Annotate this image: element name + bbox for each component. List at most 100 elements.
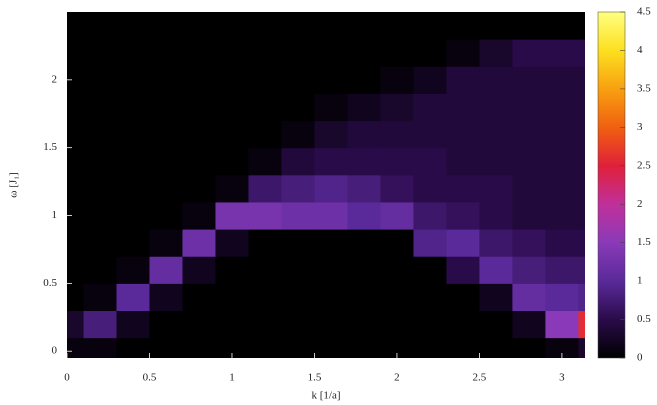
heat-cell: [149, 147, 183, 176]
heat-cell: [446, 147, 480, 176]
y-tick-label: 1: [52, 209, 58, 221]
colorbar-tick-label: 1.5: [637, 236, 651, 248]
heat-cell: [182, 256, 216, 284]
colorbar-tick-label: 3: [637, 121, 643, 133]
heat-cell: [149, 229, 183, 257]
y-tick-label: 1.5: [43, 141, 57, 153]
heat-cell: [446, 66, 480, 94]
heat-cell: [248, 66, 282, 94]
heat-cell: [149, 201, 183, 230]
heat-cell: [116, 174, 150, 203]
heat-cell: [380, 12, 414, 40]
heat-cell: [116, 120, 150, 149]
heat-cell: [67, 93, 84, 122]
heat-cell: [182, 283, 216, 312]
heat-cell: [413, 147, 447, 176]
heat-cell: [248, 120, 282, 149]
heat-cell: [413, 201, 447, 230]
heat-cell: [512, 12, 546, 40]
heat-cell: [479, 174, 513, 203]
heat-cell: [83, 229, 117, 257]
heat-cell: [512, 39, 546, 67]
heat-cell: [116, 39, 150, 67]
colorbar-tick-label: 4.5: [637, 6, 651, 18]
colorbar-tick-label: 4: [637, 44, 643, 56]
heat-cell: [578, 256, 585, 284]
heat-cell: [149, 120, 183, 149]
heat-cell: [281, 310, 315, 339]
heat-cell: [512, 66, 546, 94]
heat-cell: [314, 147, 348, 176]
heat-cell: [116, 256, 150, 284]
heat-cell: [578, 283, 585, 312]
heat-cell: [545, 174, 579, 203]
heat-cell: [281, 66, 315, 94]
heat-cell: [446, 201, 480, 230]
heat-cell: [347, 337, 381, 358]
heat-cell: [182, 174, 216, 203]
heat-cell: [67, 12, 84, 40]
heat-cell: [479, 337, 513, 358]
heat-cell: [314, 120, 348, 149]
heat-cell: [479, 310, 513, 339]
x-tick-label: 1: [229, 372, 235, 384]
heat-cell: [545, 66, 579, 94]
heat-cell: [182, 93, 216, 122]
heat-cell: [545, 310, 579, 339]
heat-cell: [347, 147, 381, 176]
y-axis-label: ω [J₁]: [8, 172, 20, 197]
heat-cell: [479, 120, 513, 149]
y-tick-label: 0.5: [43, 277, 57, 289]
heat-cell: [413, 120, 447, 149]
heat-cell: [215, 66, 249, 94]
heat-cell: [248, 174, 282, 203]
heat-cell: [413, 39, 447, 67]
heat-cell: [578, 337, 585, 358]
colorbar: [597, 11, 626, 359]
heat-cell: [413, 283, 447, 312]
heat-cell: [67, 174, 84, 203]
heat-cell: [182, 147, 216, 176]
heat-cell: [314, 337, 348, 358]
heat-cell: [347, 12, 381, 40]
heat-cell: [347, 174, 381, 203]
heat-cell: [380, 147, 414, 176]
colorbar-tick-label: 0: [637, 352, 643, 364]
heat-cell: [149, 174, 183, 203]
heat-cell: [116, 93, 150, 122]
heat-cell: [281, 147, 315, 176]
heat-cell: [380, 201, 414, 230]
heat-cell: [347, 93, 381, 122]
heat-cell: [215, 337, 249, 358]
heat-cell: [446, 229, 480, 257]
colorbar-tick-label: 2.5: [637, 159, 651, 171]
heat-cell: [413, 256, 447, 284]
x-axis-label: k [1/a]: [311, 390, 340, 402]
heat-cell: [314, 283, 348, 312]
heat-cell: [281, 337, 315, 358]
heat-cell: [281, 120, 315, 149]
heat-cell: [83, 337, 117, 358]
heat-cell: [314, 12, 348, 40]
heat-cell: [116, 337, 150, 358]
heat-cell: [314, 174, 348, 203]
heat-cell: [83, 66, 117, 94]
heat-cell: [281, 201, 315, 230]
heat-cell: [116, 229, 150, 257]
heat-cell: [578, 39, 585, 67]
heat-cell: [83, 201, 117, 230]
heat-cell: [215, 147, 249, 176]
heat-cell: [182, 39, 216, 67]
heat-cell: [248, 93, 282, 122]
colorbar-tick-label: 2: [637, 198, 643, 210]
colorbar-tick-label: 1: [637, 275, 643, 287]
heat-cell: [182, 229, 216, 257]
x-tick-label: 1.5: [308, 372, 322, 384]
heat-cell: [149, 283, 183, 312]
heat-cell: [149, 310, 183, 339]
heat-cell: [248, 147, 282, 176]
heat-cell: [67, 229, 84, 257]
heat-cell: [116, 201, 150, 230]
heat-cell: [413, 66, 447, 94]
heat-cell: [512, 337, 546, 358]
